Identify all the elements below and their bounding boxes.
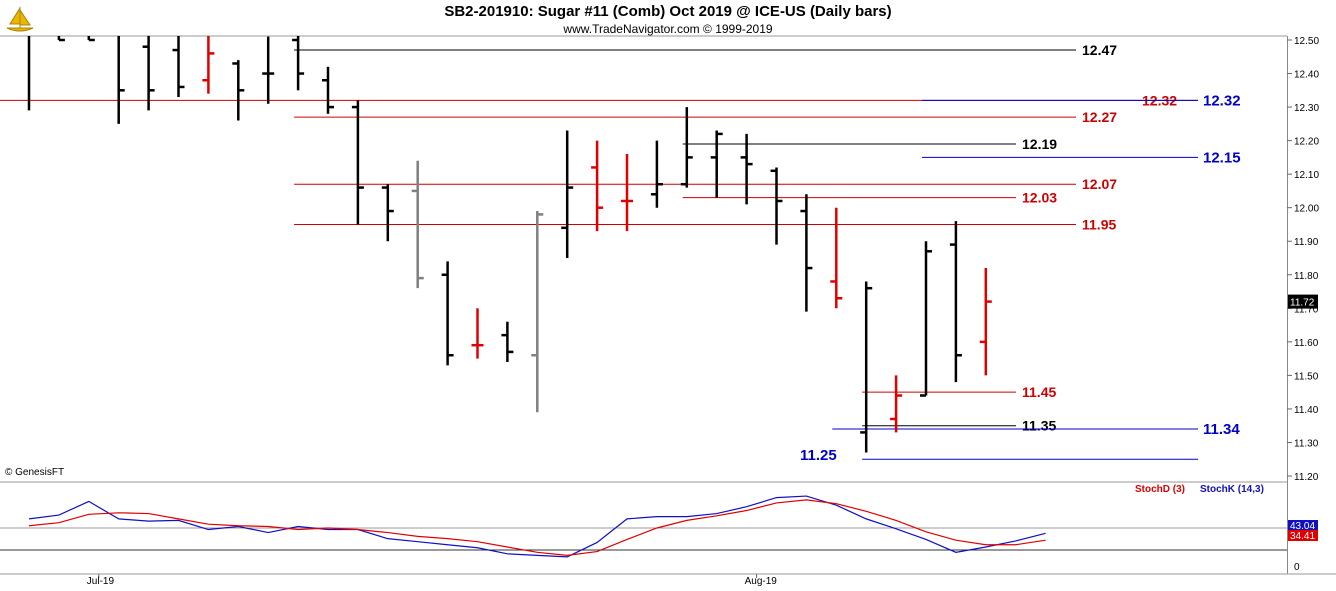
stochd-last-label: 34.41 (1290, 531, 1315, 542)
stoch-line (28, 495, 1046, 558)
y-tick-label: 11.30 (1294, 438, 1319, 449)
x-tick-label: Aug-19 (745, 576, 778, 587)
chart-title: SB2-201910: Sugar #11 (Comb) Oct 2019 @ … (444, 3, 892, 20)
legend-stochd: StochD (3) (1135, 484, 1185, 495)
y-tick-label: 12.30 (1294, 103, 1319, 114)
level-label: 11.25 (800, 447, 837, 464)
y-tick-label: 11.70 (1294, 304, 1319, 315)
last-price-marker (1288, 294, 1318, 309)
level-label: 12.47 (1082, 42, 1117, 58)
y-tick-label: 12.40 (1294, 70, 1319, 81)
y-tick-label: 12.10 (1294, 170, 1319, 181)
level-label: 12.15 (1203, 149, 1241, 166)
y-tick-label: 11.40 (1294, 405, 1319, 416)
level-label: 12.27 (1082, 109, 1117, 125)
chart-subtitle: www.TradeNavigator.com © 1999-2019 (563, 22, 773, 36)
y-tick-label: 12.20 (1294, 137, 1319, 148)
last-price-label: 11.72 (1290, 298, 1315, 309)
stoch-line (28, 499, 1046, 556)
copyright-label: © GenesisFT (5, 467, 65, 478)
x-tick-label: Jul-19 (87, 576, 115, 587)
level-label: 11.95 (1082, 216, 1116, 232)
level-label: 11.35 (1022, 418, 1056, 434)
sailboat-logo-icon (4, 4, 36, 36)
y-tick-label: 11.90 (1294, 237, 1319, 248)
y-tick-label: 11.60 (1294, 338, 1319, 349)
y-tick-label: 11.50 (1294, 371, 1319, 382)
y-tick-label: 12.50 (1294, 36, 1319, 47)
level-label: 12.19 (1022, 136, 1057, 152)
level-label: 11.45 (1022, 384, 1056, 400)
stoch-y-tick-label: 0 (1294, 562, 1300, 573)
y-tick-label: 11.80 (1294, 271, 1319, 282)
level-label: 12.07 (1082, 176, 1117, 192)
legend-stochk: StochK (14,3) (1200, 484, 1264, 495)
axis-divider (1287, 36, 1288, 574)
y-tick-label: 11.20 (1294, 472, 1319, 483)
stochk-last-marker (1288, 520, 1318, 530)
stochk-last-label: 43.04 (1290, 521, 1315, 532)
level-label: 12.03 (1022, 190, 1057, 206)
y-tick-label: 12.00 (1294, 204, 1319, 215)
stochd-last-marker (1288, 530, 1318, 541)
level-label: 11.34 (1203, 421, 1240, 438)
level-label: 12.32 (1203, 92, 1241, 109)
